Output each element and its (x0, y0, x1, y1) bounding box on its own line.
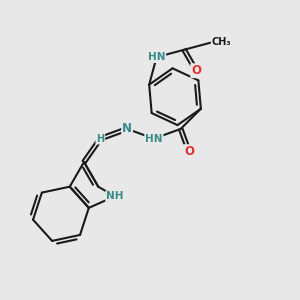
Text: N: N (122, 122, 132, 135)
Text: O: O (184, 145, 194, 158)
Text: HN: HN (148, 52, 165, 62)
Text: H: H (96, 134, 104, 144)
Text: CH₃: CH₃ (212, 38, 231, 47)
Text: NH: NH (106, 191, 124, 201)
Text: HN: HN (145, 134, 163, 144)
Text: O: O (191, 64, 201, 77)
